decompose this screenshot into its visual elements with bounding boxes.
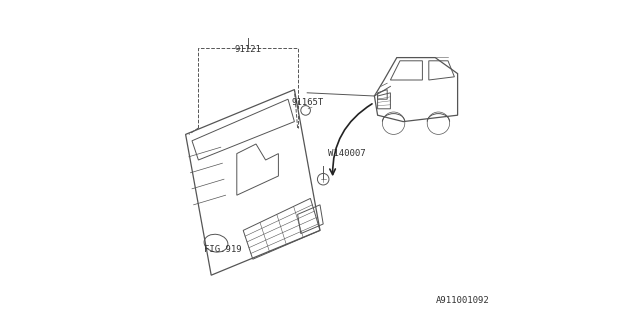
Text: W140007: W140007 (328, 149, 366, 158)
Text: A911001092: A911001092 (436, 296, 489, 305)
Text: 91121: 91121 (235, 45, 261, 54)
Text: FIG.919: FIG.919 (204, 245, 241, 254)
Text: 91165T: 91165T (291, 98, 323, 107)
